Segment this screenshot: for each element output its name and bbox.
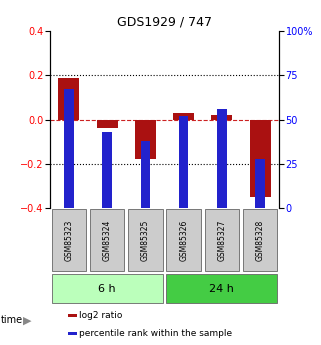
Text: GSM85326: GSM85326	[179, 219, 188, 261]
Bar	[97, 120, 118, 128]
FancyBboxPatch shape	[166, 274, 277, 303]
Bar	[211, 115, 232, 120]
Text: 6 h: 6 h	[98, 284, 116, 294]
Bar	[68, 314, 77, 317]
Text: percentile rank within the sample: percentile rank within the sample	[79, 329, 232, 338]
FancyBboxPatch shape	[90, 209, 124, 271]
Bar	[250, 120, 271, 197]
Bar	[102, 132, 112, 208]
Bar	[141, 141, 150, 208]
Text: 24 h: 24 h	[210, 284, 234, 294]
Bar	[217, 109, 227, 208]
FancyBboxPatch shape	[205, 209, 239, 271]
Text: GSM85328: GSM85328	[256, 220, 265, 261]
FancyBboxPatch shape	[52, 274, 163, 303]
Title: GDS1929 / 747: GDS1929 / 747	[117, 16, 212, 29]
Bar	[179, 116, 188, 208]
Bar	[135, 120, 156, 159]
Bar	[58, 78, 79, 120]
Bar	[64, 89, 74, 208]
Text: GSM85324: GSM85324	[103, 219, 112, 261]
Text: log2 ratio: log2 ratio	[79, 311, 122, 320]
Bar	[68, 332, 77, 335]
FancyBboxPatch shape	[243, 209, 277, 271]
Text: GSM85323: GSM85323	[65, 219, 74, 261]
FancyBboxPatch shape	[166, 209, 201, 271]
Text: time: time	[1, 315, 23, 325]
FancyBboxPatch shape	[52, 209, 86, 271]
Text: GSM85325: GSM85325	[141, 219, 150, 261]
Bar	[256, 158, 265, 208]
Text: GSM85327: GSM85327	[217, 219, 226, 261]
Text: ▶: ▶	[23, 315, 31, 325]
FancyBboxPatch shape	[128, 209, 163, 271]
Bar	[173, 113, 194, 120]
